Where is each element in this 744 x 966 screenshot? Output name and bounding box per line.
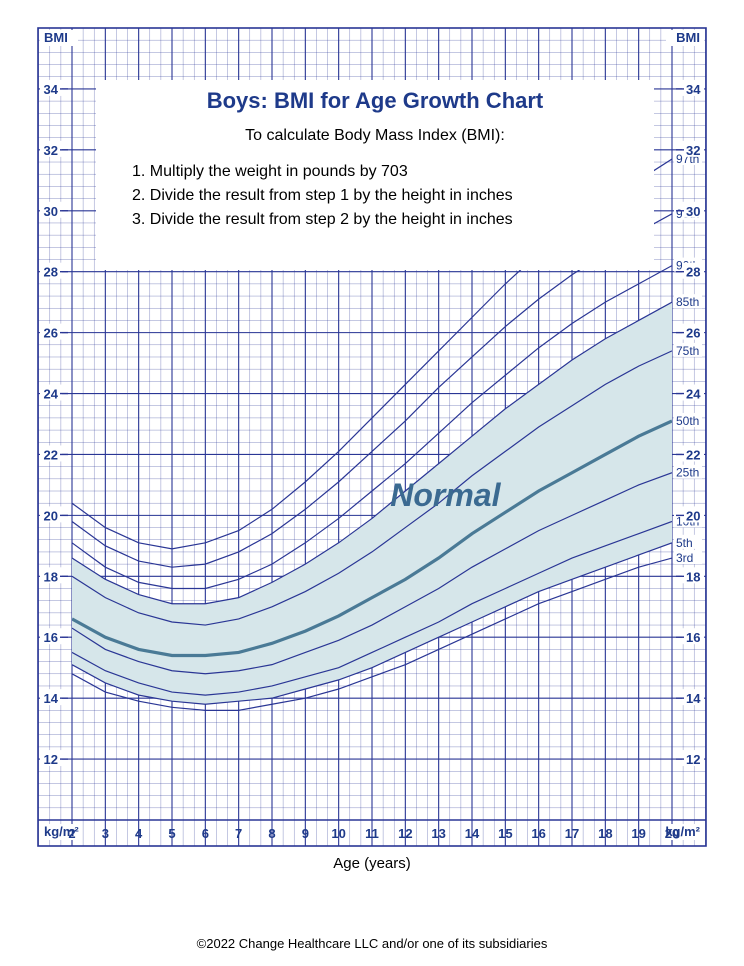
svg-text:22: 22 xyxy=(686,447,700,462)
svg-text:30: 30 xyxy=(44,204,58,219)
instruction-1: 1. Multiply the weight in pounds by 703 xyxy=(132,163,408,180)
svg-text:22: 22 xyxy=(44,447,58,462)
svg-text:34: 34 xyxy=(44,82,59,97)
svg-text:26: 26 xyxy=(686,326,700,341)
percentile-label-50th: 50th xyxy=(676,414,699,428)
svg-text:13: 13 xyxy=(431,826,445,841)
svg-text:8: 8 xyxy=(268,826,275,841)
svg-text:7: 7 xyxy=(235,826,242,841)
svg-text:32: 32 xyxy=(44,143,58,158)
svg-text:14: 14 xyxy=(686,691,701,706)
svg-text:19: 19 xyxy=(631,826,645,841)
chart-subtitle: To calculate Body Mass Index (BMI): xyxy=(245,127,505,144)
svg-text:18: 18 xyxy=(44,569,58,584)
svg-text:16: 16 xyxy=(44,630,58,645)
svg-text:28: 28 xyxy=(44,265,58,280)
svg-text:17: 17 xyxy=(565,826,579,841)
percentile-label-25th: 25th xyxy=(676,466,699,480)
svg-text:12: 12 xyxy=(398,826,412,841)
svg-text:15: 15 xyxy=(498,826,512,841)
svg-text:20: 20 xyxy=(686,508,700,523)
svg-text:20: 20 xyxy=(665,826,679,841)
svg-text:18: 18 xyxy=(686,569,700,584)
instruction-3: 3. Divide the result from step 2 by the … xyxy=(132,211,513,228)
svg-text:4: 4 xyxy=(135,826,143,841)
svg-text:5: 5 xyxy=(168,826,175,841)
svg-text:30: 30 xyxy=(686,204,700,219)
svg-text:34: 34 xyxy=(686,82,701,97)
svg-text:14: 14 xyxy=(465,826,480,841)
x-axis-label: Age (years) xyxy=(333,855,411,872)
svg-text:16: 16 xyxy=(531,826,545,841)
svg-text:12: 12 xyxy=(686,752,700,767)
svg-text:24: 24 xyxy=(44,387,59,402)
chart-container: { "title": "Boys: BMI for Age Growth Cha… xyxy=(0,0,744,966)
percentile-label-75th: 75th xyxy=(676,344,699,358)
svg-text:18: 18 xyxy=(598,826,612,841)
svg-text:26: 26 xyxy=(44,326,58,341)
svg-text:24: 24 xyxy=(686,387,701,402)
normal-label: Normal xyxy=(390,477,501,513)
chart-title: Boys: BMI for Age Growth Chart xyxy=(207,88,544,113)
svg-text:2: 2 xyxy=(68,826,75,841)
x-tick-labels: 2 3 4 5 6 7 8 9 10 11 12 13 14 15 16 17 18 19 20 xyxy=(68,826,679,841)
svg-text:9: 9 xyxy=(302,826,309,841)
svg-text:10: 10 xyxy=(331,826,345,841)
percentile-label-3rd: 3rd xyxy=(676,551,693,565)
svg-text:BMI: BMI xyxy=(676,30,700,45)
svg-text:16: 16 xyxy=(686,630,700,645)
svg-text:28: 28 xyxy=(686,265,700,280)
svg-text:14: 14 xyxy=(44,691,59,706)
bmi-growth-chart: 3rd5th10th25th50th75th85th90th95th97thNo… xyxy=(0,0,744,966)
svg-text:BMI: BMI xyxy=(44,30,68,45)
svg-text:6: 6 xyxy=(202,826,209,841)
svg-text:20: 20 xyxy=(44,508,58,523)
svg-text:32: 32 xyxy=(686,143,700,158)
percentile-label-5th: 5th xyxy=(676,536,693,550)
svg-text:3: 3 xyxy=(102,826,109,841)
svg-text:12: 12 xyxy=(44,752,58,767)
svg-text:11: 11 xyxy=(365,826,379,841)
instruction-2: 2. Divide the result from step 1 by the … xyxy=(132,187,513,204)
copyright: ©2022 Change Healthcare LLC and/or one o… xyxy=(197,936,548,951)
percentile-label-85th: 85th xyxy=(676,295,699,309)
